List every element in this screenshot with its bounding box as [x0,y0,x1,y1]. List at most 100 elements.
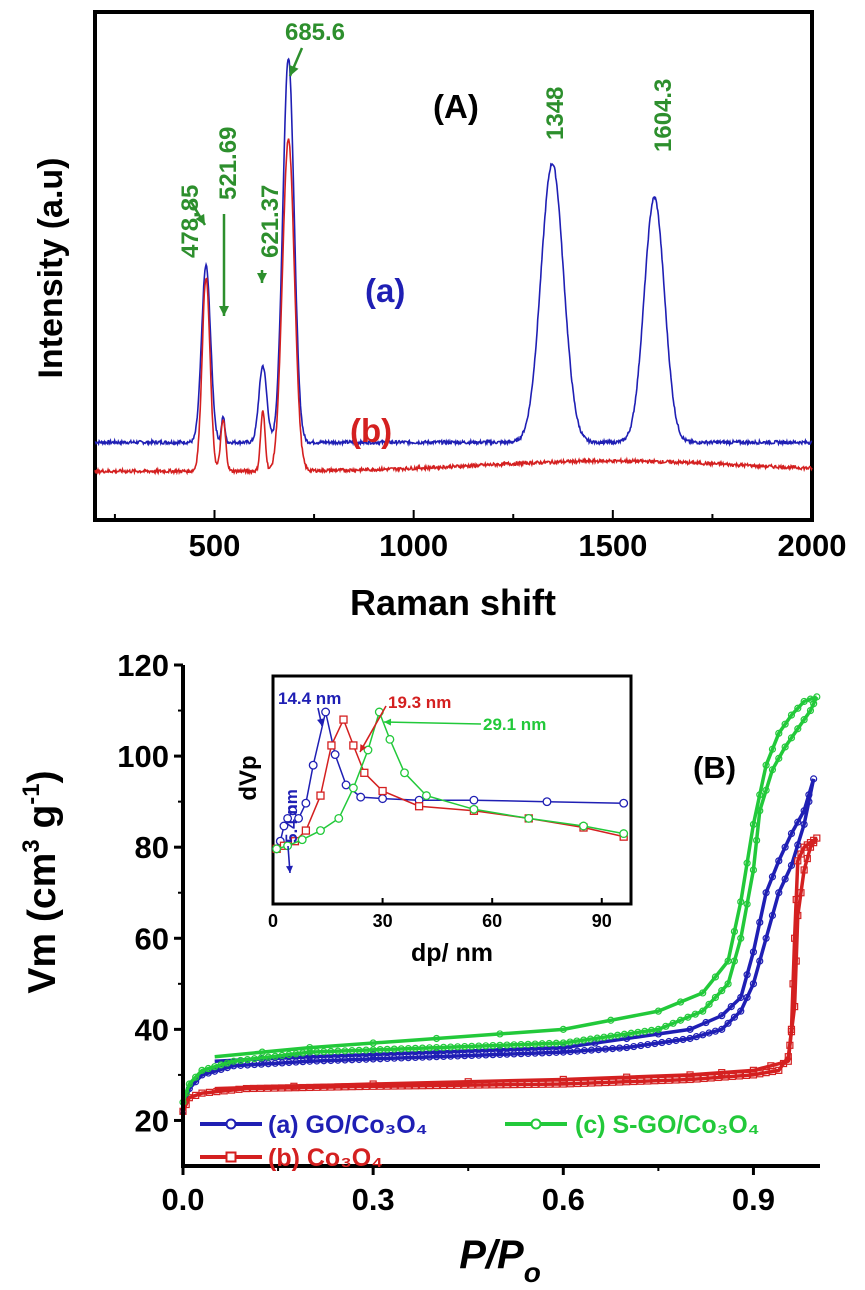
isotherm-point [306,1043,314,1052]
raman-series-a-line [94,57,813,447]
inset-peak-label-5-4-nm: 5.4 nm [282,789,301,843]
isotherm-a-go-co-o-desorption-line [214,778,816,1063]
isotherm-panel-label: (B) [693,750,736,785]
isotherm-point [607,1016,615,1024]
isotherm-point [559,1025,567,1033]
inset-x-tick-label: 60 [482,911,502,931]
isotherm-point [705,1000,713,1008]
inset-point [308,760,318,770]
isotherm-point [665,1037,673,1046]
isotherm-point [237,1061,245,1069]
legend-label-s-go-co3o4: (c) S-GO/Co₃O₄ [575,1111,760,1139]
isotherm-point [686,1025,694,1033]
isotherm-point [397,1045,405,1053]
isotherm-point [198,1089,206,1097]
isotherm-point [805,791,813,799]
isotherm-point [781,743,789,751]
isotherm-point [192,1073,200,1081]
isotherm-point [468,1042,476,1050]
isotherm-point [475,1042,483,1050]
isotherm-point [787,861,796,870]
inset-point [316,826,325,836]
isotherm-point [573,1047,581,1055]
isotherm-point [489,1041,497,1050]
inset-point [339,715,348,724]
isotherm-point [749,948,758,956]
isotherm-point [806,706,815,715]
inset-peak-arrow-29-1-nm [383,721,482,725]
isotherm-point [787,734,796,742]
isotherm-point [692,1033,700,1041]
isotherm-point [672,1036,680,1045]
isotherm-point [784,1057,792,1065]
peak-arrowhead-478-85 [195,213,205,225]
isotherm-point [669,1019,677,1027]
isotherm-point [803,854,811,863]
legend-item-go-co3o4: (a) GO/Co₃O₄ [200,1111,428,1139]
y-title-mid: g [21,805,64,840]
isotherm-x-tick-label: 0.6 [542,1182,585,1217]
isotherm-point [217,1061,225,1069]
isotherm-point [320,1048,328,1056]
isotherm-point [762,786,770,794]
isotherm-point [243,1055,252,1064]
raman-x-tick-label: 2000 [778,528,847,563]
y-title-sup: -1 [18,783,45,804]
inset-peak-arrow-19-3-nm [359,705,387,753]
isotherm-point [454,1043,462,1051]
isotherm-point [641,1027,649,1035]
inset-point [469,804,479,814]
isotherm-point [292,1050,300,1058]
isotherm-point [686,1071,694,1079]
isotherm-point [691,1010,699,1018]
isotherm-point [600,1033,608,1041]
inset-point [272,844,282,854]
isotherm-x-axis-title: P/Po [459,1233,541,1288]
isotherm-point [383,1045,391,1053]
isotherm-point [278,1051,286,1060]
raman-x-tick-label: 500 [189,528,241,563]
isotherm-point [756,957,764,965]
legend-label-co3o4: (b) Co₃O₄ [268,1144,383,1172]
isotherm-point [658,1038,666,1047]
inset-point [363,745,373,755]
isotherm-point [211,1063,219,1071]
isotherm-point [418,1044,427,1052]
isotherm-point [616,1044,624,1052]
inset-point [378,786,387,796]
isotherm-point [630,1042,638,1051]
legend-marker-co3o4 [225,1151,237,1163]
isotherm-point [634,1028,642,1036]
raman-panel-label: (A) [433,88,479,125]
isotherm-point [271,1059,279,1067]
isotherm-point [800,697,808,706]
isotherm-c-s-go-co-o-adsorption-line [181,696,819,1103]
isotherm-point [586,1035,595,1043]
inset-point [301,798,311,808]
isotherm-y-tick-label: 40 [135,1012,169,1047]
isotherm-point [510,1041,518,1049]
isotherm-point [566,1048,574,1056]
inset-peak-arrowhead-29-1-nm [384,718,392,726]
raman-series-b-line [94,138,813,476]
isotherm-y-tick-label: 120 [117,648,169,683]
isotherm-point [623,1073,631,1081]
legend-label-go-co3o4: (a) GO/Co₃O₄ [268,1111,428,1139]
inset-point [301,826,311,835]
isotherm-point [762,889,770,897]
isotherm-point [517,1040,525,1049]
isotherm-point [644,1040,652,1049]
isotherm-point [756,918,764,926]
isotherm-point [800,820,808,829]
isotherm-point [607,1032,615,1040]
isotherm-point [718,1025,726,1033]
isotherm-point [278,1059,286,1067]
inset-peak-label-29-1-nm: 29.1 nm [483,715,546,734]
isotherm-point [718,1069,726,1077]
isotherm-point [538,1040,546,1048]
isotherm-point [432,1043,441,1052]
inset-frame [271,674,633,906]
inset-point [385,734,395,744]
isotherm-point [620,1030,629,1038]
isotherm-point [601,1045,610,1053]
